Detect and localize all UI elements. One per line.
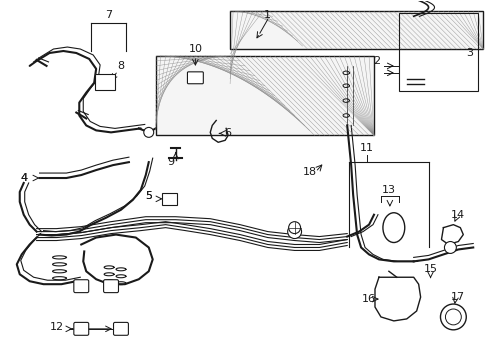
FancyBboxPatch shape: [95, 74, 115, 90]
FancyBboxPatch shape: [103, 280, 118, 293]
Text: 3: 3: [465, 48, 472, 58]
Text: 4: 4: [20, 173, 27, 183]
Text: 18: 18: [302, 167, 316, 177]
Bar: [155, 56, 373, 135]
Text: 9: 9: [167, 157, 174, 167]
Text: 16: 16: [361, 294, 375, 304]
FancyBboxPatch shape: [113, 323, 128, 335]
Text: 8: 8: [117, 61, 124, 71]
Text: 4: 4: [20, 173, 27, 183]
Text: 7: 7: [105, 10, 112, 20]
Text: 13: 13: [381, 185, 395, 195]
Bar: [230, 11, 482, 49]
Text: 17: 17: [450, 292, 465, 302]
FancyBboxPatch shape: [74, 280, 88, 293]
FancyBboxPatch shape: [74, 323, 88, 335]
Text: 2: 2: [373, 56, 380, 66]
FancyBboxPatch shape: [162, 193, 176, 205]
Circle shape: [287, 225, 301, 239]
Circle shape: [288, 222, 300, 234]
Text: 10: 10: [188, 44, 202, 54]
Text: 5: 5: [145, 191, 152, 201]
Text: 15: 15: [423, 264, 437, 274]
Circle shape: [143, 127, 153, 137]
Bar: [398, 13, 477, 91]
Circle shape: [444, 242, 455, 253]
Text: 12: 12: [49, 322, 63, 332]
Text: 11: 11: [359, 143, 373, 153]
Text: 5: 5: [145, 191, 152, 201]
Text: 14: 14: [450, 210, 465, 220]
FancyBboxPatch shape: [187, 72, 203, 84]
Text: 6: 6: [224, 129, 231, 138]
Text: 1: 1: [264, 10, 271, 20]
